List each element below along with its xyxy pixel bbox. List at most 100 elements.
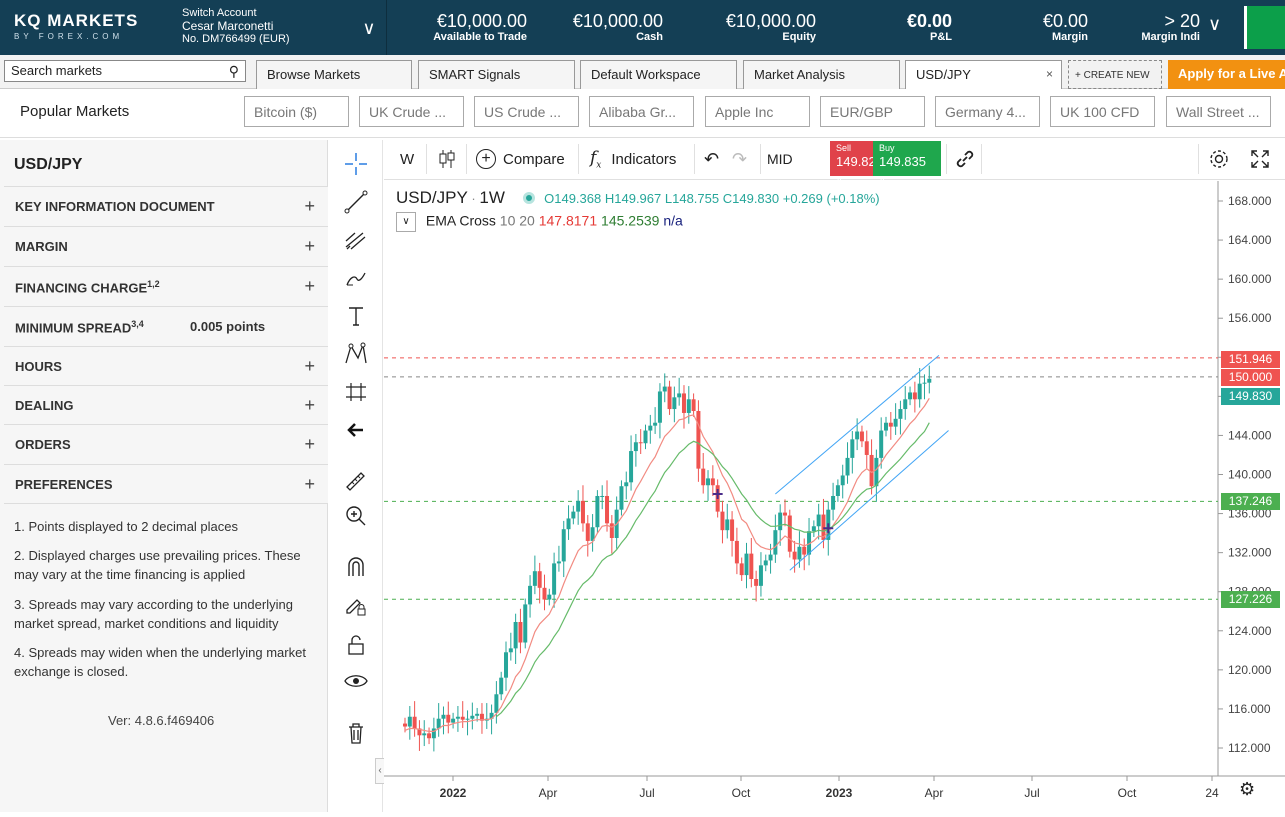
candle-up <box>903 399 908 410</box>
popular-market-apple[interactable]: Apple Inc <box>705 96 810 127</box>
candle-up <box>677 393 682 398</box>
trend-line-icon[interactable] <box>339 187 373 217</box>
crosshair-icon[interactable] <box>339 149 373 179</box>
interval-button[interactable]: W <box>400 150 415 168</box>
ema-extra-value: n/a <box>663 212 683 229</box>
divider <box>760 144 761 174</box>
section-preferences[interactable]: PREFERENCES + <box>4 464 328 504</box>
popular-market-wall-street[interactable]: Wall Street ... <box>1166 96 1271 127</box>
candle-down <box>638 442 643 444</box>
plus-icon[interactable]: + <box>304 196 315 216</box>
gear-icon[interactable] <box>1208 147 1230 171</box>
trade-button[interactable] <box>1244 6 1285 49</box>
brush-icon[interactable] <box>339 263 373 293</box>
tab-usdjpy[interactable]: USD/JPY × <box>905 60 1062 89</box>
arrow-left-icon[interactable] <box>339 415 373 445</box>
magnet-icon[interactable] <box>339 552 373 582</box>
candle-up <box>499 677 504 695</box>
plus-icon[interactable]: + <box>304 395 315 415</box>
popular-market-uk100[interactable]: UK 100 CFD <box>1050 96 1155 127</box>
prediction-icon[interactable] <box>339 377 373 407</box>
popular-market-eurgbp[interactable]: EUR/GBP <box>820 96 925 127</box>
text-tool-icon[interactable] <box>339 301 373 331</box>
x-tick-label: Apr <box>925 786 944 800</box>
price-mode-button[interactable]: MID <box>767 151 793 167</box>
popular-market-bitcoin[interactable]: Bitcoin ($) <box>244 96 349 127</box>
candle-up <box>566 518 571 530</box>
section-label: MINIMUM SPREAD <box>15 320 132 336</box>
legend-close: C149.830 <box>722 191 780 206</box>
sell-button[interactable]: Sell 149.825 ∨ <box>830 141 897 185</box>
section-financing-charge[interactable]: FINANCING CHARGE1,2 + <box>4 266 328 306</box>
search-input[interactable]: Search markets ⚲ <box>4 60 246 82</box>
x-tick-label: 2023 <box>826 786 853 800</box>
candle-down <box>479 713 484 721</box>
zoom-in-icon[interactable] <box>339 501 373 531</box>
section-margin[interactable]: MARGIN + <box>4 226 328 266</box>
logo[interactable]: KQ MARKETS BY FOREX.COM <box>0 0 170 55</box>
trash-icon[interactable] <box>339 718 373 748</box>
plus-icon[interactable]: + <box>304 276 315 296</box>
close-icon[interactable]: × <box>1045 67 1053 81</box>
indicators-button[interactable]: fx Indicators <box>590 147 676 171</box>
plus-icon[interactable]: + <box>304 356 315 376</box>
popular-market-uk-crude[interactable]: UK Crude ... <box>359 96 464 127</box>
redo-icon[interactable]: ↷ <box>732 148 748 169</box>
price-chart[interactable]: 112.000116.000120.000124.000128.000132.0… <box>384 181 1285 812</box>
candle-up <box>758 565 763 586</box>
section-orders[interactable]: ORDERS + <box>4 424 328 464</box>
candle-down <box>417 728 422 736</box>
undo-icon[interactable]: ↶ <box>704 148 720 169</box>
plus-icon[interactable]: + <box>304 474 315 494</box>
link-icon[interactable] <box>953 147 977 171</box>
buy-price: 149.835 <box>879 154 926 169</box>
pitchfork-icon[interactable] <box>339 225 373 255</box>
candle-down <box>427 733 432 739</box>
settings-icon[interactable]: ⚙ <box>1239 779 1256 799</box>
section-key-information[interactable]: KEY INFORMATION DOCUMENT + <box>4 186 328 226</box>
metric-label: Margin <box>1051 31 1088 43</box>
tab-smart-signals[interactable]: SMART Signals <box>418 60 575 89</box>
chart-canvas[interactable]: 112.000116.000120.000124.000128.000132.0… <box>384 181 1285 812</box>
y-tick-label: 136.000 <box>1228 507 1272 521</box>
fullscreen-icon[interactable] <box>1250 147 1270 171</box>
plus-icon[interactable]: + <box>304 434 315 454</box>
plus-icon[interactable]: + <box>304 236 315 256</box>
search-icon[interactable]: ⚲ <box>228 63 239 79</box>
ema-slow-value: 145.2539 <box>601 212 660 229</box>
ruler-icon[interactable] <box>339 465 373 495</box>
lock-drawing-icon[interactable] <box>339 590 373 620</box>
tab-market-analysis[interactable]: Market Analysis <box>743 60 900 89</box>
apply-live-button[interactable]: Apply for a Live A <box>1168 60 1285 89</box>
buy-label: Buy <box>879 143 895 153</box>
chevron-down-icon[interactable]: ∨ <box>396 212 416 232</box>
candle-up <box>816 514 821 527</box>
x-tick-label: Oct <box>1118 786 1137 800</box>
function-icon: fx <box>590 147 602 171</box>
divider <box>386 0 387 55</box>
popular-market-us-crude[interactable]: US Crude ... <box>474 96 579 127</box>
section-dealing[interactable]: DEALING + <box>4 385 328 425</box>
candles-icon[interactable] <box>438 147 456 171</box>
chevron-down-icon[interactable]: ∨ <box>1208 14 1222 34</box>
compare-button[interactable]: + Compare <box>476 147 565 171</box>
candle-down <box>446 714 451 723</box>
section-hours[interactable]: HOURS + <box>4 346 328 386</box>
popular-market-germany[interactable]: Germany 4... <box>935 96 1040 127</box>
eye-icon[interactable] <box>339 666 373 696</box>
candle-up <box>451 718 456 723</box>
account-switcher[interactable]: Switch Account Cesar Marconetti No. DM76… <box>182 7 290 46</box>
channel-lower-line <box>789 430 949 571</box>
candle-down <box>792 551 797 560</box>
chart-toolbar: W + Compare fx Indicators ↶ ↷ MID Sell 1… <box>384 138 1285 185</box>
tab-default-workspace[interactable]: Default Workspace <box>580 60 737 89</box>
chevron-down-icon[interactable]: ∨ <box>362 18 376 38</box>
unlock-icon[interactable] <box>339 630 373 660</box>
popular-market-alibaba[interactable]: Alibaba Gr... <box>589 96 694 127</box>
tab-browse-markets[interactable]: Browse Markets <box>256 60 412 89</box>
pattern-icon[interactable] <box>339 339 373 369</box>
create-new-button[interactable]: + CREATE NEW <box>1068 60 1162 89</box>
candle-down <box>864 441 869 455</box>
buy-button[interactable]: Buy 149.835 ∨ <box>873 141 941 185</box>
indicator-legend: ∨ EMA Cross 10 20 147.8171 145.2539 n/a <box>396 212 683 232</box>
